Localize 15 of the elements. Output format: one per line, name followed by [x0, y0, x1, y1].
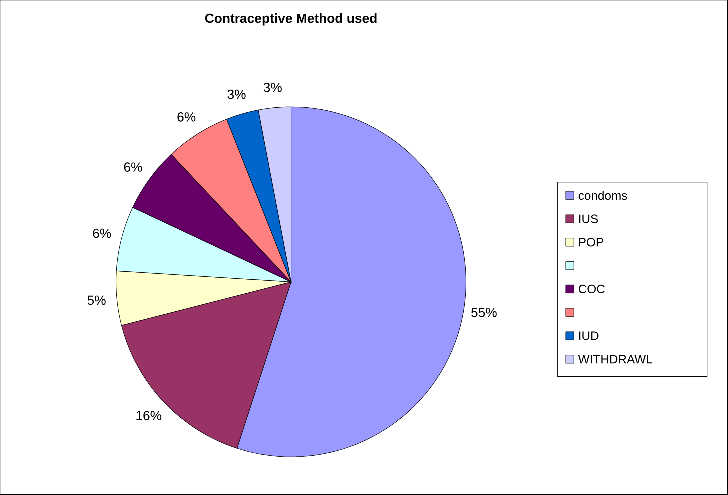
legend-label: WITHDRAWL	[578, 355, 652, 364]
legend-label: IUD	[579, 332, 599, 340]
data-label: 16%	[136, 411, 162, 420]
legend-label: condoms	[578, 191, 628, 200]
data-label: 3%	[264, 82, 282, 92]
data-label: 6%	[178, 112, 196, 122]
data-label: 5%	[88, 296, 106, 306]
legend-label: POP	[579, 238, 604, 247]
data-label: 3%	[228, 90, 246, 100]
legend-label: IUS	[579, 214, 598, 224]
chart-title: Contraceptive Method used	[205, 13, 377, 26]
data-label: 6%	[124, 162, 142, 172]
data-label: 6%	[93, 228, 112, 238]
legend-label: COC	[578, 284, 605, 294]
data-label: 55%	[472, 308, 497, 318]
